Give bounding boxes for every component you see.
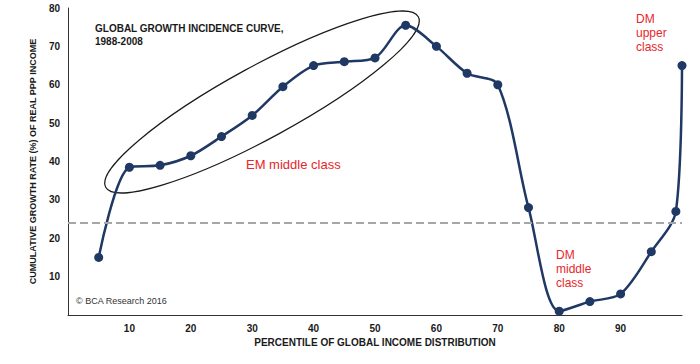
svg-text:DM: DM	[556, 248, 575, 262]
svg-text:© BCA Research 2016: © BCA Research 2016	[76, 296, 167, 306]
svg-text:10: 10	[124, 323, 136, 334]
svg-text:60: 60	[49, 79, 61, 90]
svg-text:CUMULATIVE GROWTH RATE (%) OF: CUMULATIVE GROWTH RATE (%) OF REAL PPP I…	[28, 39, 38, 284]
svg-text:40: 40	[49, 156, 61, 167]
svg-text:50: 50	[49, 118, 61, 129]
svg-text:DM: DM	[636, 12, 655, 26]
svg-text:PERCENTILE OF GLOBAL INCOME DI: PERCENTILE OF GLOBAL INCOME DISTRIBUTION	[254, 337, 495, 348]
svg-text:60: 60	[431, 323, 443, 334]
svg-text:1988-2008: 1988-2008	[95, 36, 143, 47]
svg-text:30: 30	[247, 323, 259, 334]
svg-text:10: 10	[49, 271, 61, 282]
svg-text:class: class	[636, 40, 663, 54]
svg-text:middle: middle	[556, 262, 592, 276]
svg-text:EM middle class: EM middle class	[246, 157, 341, 172]
svg-text:80: 80	[554, 323, 566, 334]
svg-text:30: 30	[49, 194, 61, 205]
svg-text:80: 80	[49, 3, 61, 14]
svg-text:90: 90	[615, 323, 627, 334]
svg-text:40: 40	[308, 323, 320, 334]
svg-text:GLOBAL GROWTH INCIDENCE CURVE,: GLOBAL GROWTH INCIDENCE CURVE,	[95, 23, 284, 34]
svg-text:20: 20	[185, 323, 197, 334]
svg-text:50: 50	[369, 323, 381, 334]
svg-text:70: 70	[49, 41, 61, 52]
svg-text:class: class	[556, 276, 583, 290]
svg-text:upper: upper	[636, 26, 667, 40]
svg-text:20: 20	[49, 233, 61, 244]
svg-text:70: 70	[492, 323, 504, 334]
